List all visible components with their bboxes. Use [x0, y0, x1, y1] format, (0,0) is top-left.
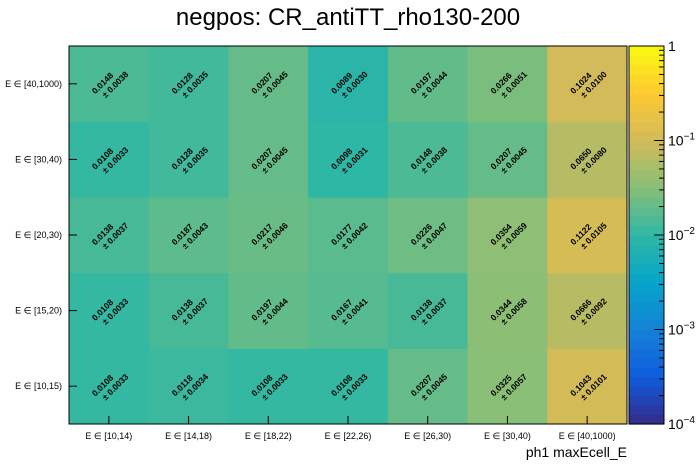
color-bar-segment [629, 83, 664, 94]
heatmap-cell [228, 348, 309, 425]
heatmap-cell [308, 272, 389, 349]
y-axis: E ∈ [10,15) E ∈ [15,20) E ∈ [20,30) E ∈ [30… [5, 79, 77, 391]
color-bar-segment [629, 55, 664, 66]
heatmap-cells [69, 46, 628, 425]
heatmap-cell [467, 197, 548, 274]
heatmap-cell [69, 272, 150, 349]
x-tick-label: E ∈ [14,18) [165, 431, 212, 441]
heatmap-cell [547, 348, 628, 425]
x-axis-title: ph1 maxEcell_E [526, 444, 627, 460]
color-bar-segment [629, 216, 664, 227]
heatmap-cell [148, 272, 229, 349]
color-bar-segment [629, 102, 664, 113]
color-bar-tick-label: 10−3 [668, 321, 695, 338]
x-tick-label: E ∈ [30,40) [484, 431, 531, 441]
heatmap-cell [69, 348, 150, 425]
color-bar-segment [629, 301, 664, 312]
color-bar-segment [629, 74, 664, 85]
heatmap-cell [387, 197, 469, 274]
color-bar-segment [629, 112, 664, 123]
color-bar-segment [629, 64, 664, 75]
color-bar-segment [629, 206, 664, 217]
heatmap-cell [467, 121, 548, 198]
heatmap-cell [387, 46, 469, 123]
color-bar-segment [629, 291, 664, 302]
color-bar-segment [629, 244, 664, 255]
color-bar-segment [629, 168, 664, 179]
color-bar-segment [629, 149, 664, 160]
heatmap-cell [148, 197, 229, 274]
chart-title: negpos: CR_antiTT_rho130-200 [175, 4, 521, 31]
color-bar-segment [629, 282, 664, 293]
color-bar-segment [629, 338, 664, 349]
color-bar-segment [629, 414, 664, 425]
color-bar-segment [629, 376, 664, 387]
color-bar-segment [629, 46, 664, 57]
color-bar-segment [629, 329, 664, 340]
color-bar-segment [629, 140, 664, 151]
x-tick-label: E ∈ [18,22) [245, 431, 292, 441]
y-tick-label: E ∈ [40,1000) [5, 79, 62, 89]
heatmap-cell [467, 348, 548, 425]
heatmap-cell [308, 197, 389, 274]
heatmap-cell [148, 121, 229, 198]
color-bar-segment [629, 225, 664, 236]
color-bar-segment [629, 348, 664, 359]
color-bar-segment [629, 93, 664, 104]
color-bar-segment [629, 386, 664, 397]
y-tick-label: E ∈ [10,15) [15, 381, 62, 391]
color-bar-segment [629, 367, 664, 378]
heatmap-cell [308, 348, 389, 425]
y-tick-label: E ∈ [15,20) [15, 306, 62, 316]
heatmap-cell [308, 46, 389, 123]
y-tick-label: E ∈ [30,40) [15, 154, 62, 164]
heatmap-cell [148, 348, 229, 425]
x-tick-label: E ∈ [26,30) [404, 431, 451, 441]
color-bar-segment [629, 131, 664, 142]
heatmap-cell [547, 46, 628, 123]
color-bar-segment [629, 263, 664, 274]
color-bar-segment [629, 178, 664, 189]
heatmap-cell [69, 121, 150, 198]
y-tick-label: E ∈ [20,30) [15, 230, 62, 240]
heatmap-cell [69, 46, 150, 123]
heatmap-cell [228, 197, 309, 274]
heatmap-cell [547, 197, 628, 274]
x-axis: E ∈ [10,14) E ∈ [14,18) E ∈ [18,22) E ∈ [22… [85, 416, 616, 441]
heatmap-cell [148, 46, 229, 123]
heatmap-cell [467, 46, 548, 123]
color-bar-segment [629, 357, 664, 368]
color-bar-segment [629, 395, 664, 406]
heatmap-cell [228, 46, 309, 123]
color-bar-segment [629, 159, 664, 170]
color-bar: 1 10−1 10−2 10−3 10−4 [628, 38, 695, 432]
color-bar-segment [629, 320, 664, 331]
color-bar-segment [629, 235, 664, 246]
heatmap-cell [228, 272, 309, 349]
heatmap-cell [467, 272, 548, 349]
color-bar-segment [629, 310, 664, 321]
x-tick-label: E ∈ [40,1000) [559, 431, 616, 441]
heatmap-cell [547, 121, 628, 198]
x-tick-label: E ∈ [10,14) [85, 431, 132, 441]
color-bar-tick-label: 10−2 [668, 226, 695, 243]
color-bar-segment [629, 272, 664, 283]
color-bar-tick-label: 10−1 [668, 132, 695, 149]
x-tick-label: E ∈ [22,26) [325, 431, 372, 441]
heatmap-cell [308, 121, 389, 198]
heatmap-cell [69, 197, 150, 274]
heatmap-cell [387, 121, 469, 198]
color-bar-tick-label: 10−4 [668, 415, 695, 432]
heatmap-cell [547, 272, 628, 349]
heatmap-cell [387, 348, 469, 425]
heatmap-cell [228, 121, 309, 198]
color-bar-segment [629, 405, 664, 416]
color-bar-segment [629, 121, 664, 132]
heatmap-cell [387, 272, 469, 349]
color-bar-segment [629, 197, 664, 208]
color-bar-tick-label: 1 [668, 38, 676, 54]
color-bar-segment [629, 187, 664, 198]
color-bar-segment [629, 253, 664, 264]
